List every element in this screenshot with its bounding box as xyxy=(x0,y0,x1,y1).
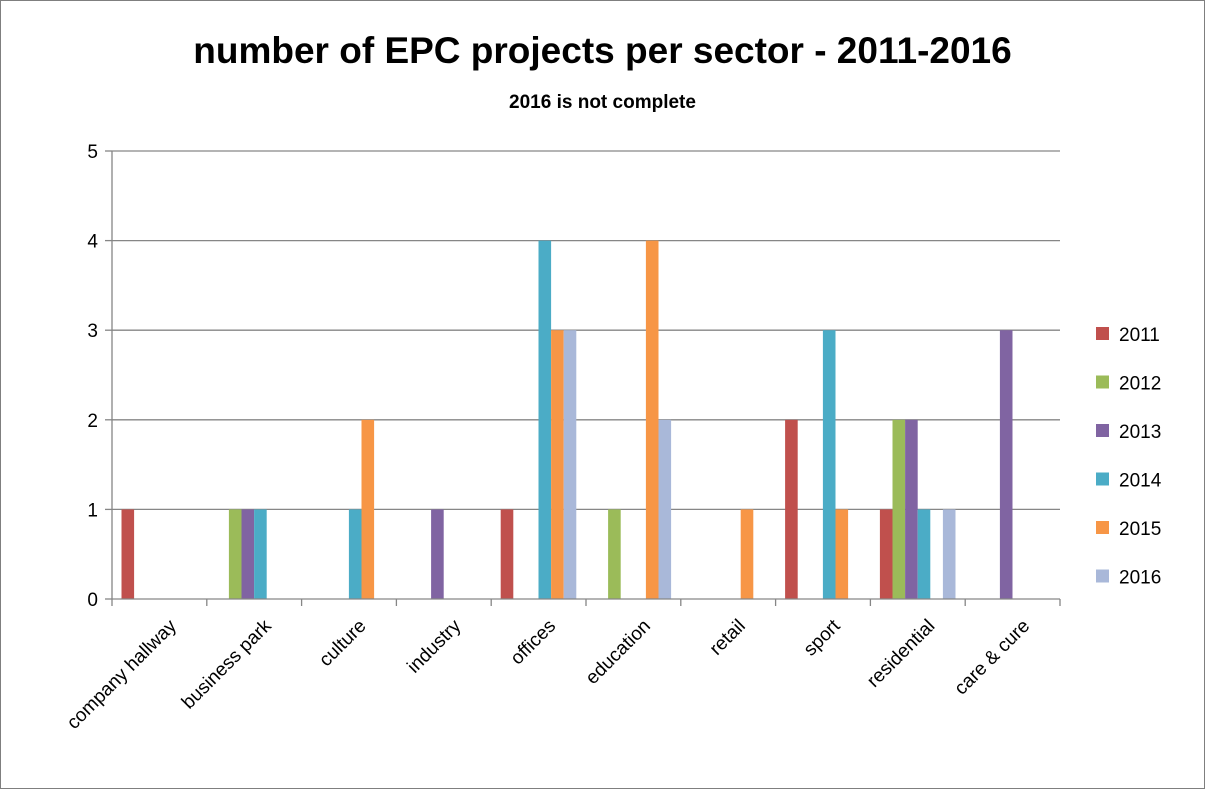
y-tick-label: 3 xyxy=(87,321,98,342)
legend-item-2016: 2016 xyxy=(1096,568,1161,589)
bar-2012-1 xyxy=(228,509,242,599)
x-tick-label: business park xyxy=(178,615,276,713)
bar-2013-8 xyxy=(905,419,918,599)
legend-swatch xyxy=(1096,327,1109,340)
bar-2011-8 xyxy=(879,509,893,599)
y-tick-label: 1 xyxy=(87,500,98,521)
legend: 2011 2012 2013 2014 2015 2016 xyxy=(1096,325,1162,589)
axes xyxy=(111,151,1061,606)
bar-2014-4 xyxy=(538,240,552,599)
legend-label: 2012 xyxy=(1119,374,1161,395)
x-tick-label: company hallway xyxy=(63,615,181,733)
x-tick-label: industry xyxy=(403,615,465,677)
chart-subtitle: 2016 is not complete xyxy=(509,92,696,113)
bar-2015-2 xyxy=(361,419,375,599)
bar-2014-1 xyxy=(254,509,267,599)
x-tick-label: retail xyxy=(706,616,750,660)
legend-label: 2014 xyxy=(1119,471,1162,492)
legend-swatch xyxy=(1096,521,1109,534)
bars xyxy=(121,240,1013,599)
legend-item-2014: 2014 xyxy=(1096,471,1162,492)
bar-2014-8 xyxy=(917,509,931,599)
bar-2014-2 xyxy=(348,509,362,599)
bar-2013-3 xyxy=(431,509,444,599)
legend-item-2011: 2011 xyxy=(1096,325,1160,346)
bar-2012-8 xyxy=(892,419,906,599)
y-tick-label: 5 xyxy=(87,142,98,163)
x-tick-label: sport xyxy=(800,615,845,660)
bar-2011-0 xyxy=(121,509,135,599)
bar-2015-5 xyxy=(645,240,659,599)
legend-label: 2016 xyxy=(1119,568,1161,589)
legend-swatch xyxy=(1096,472,1109,486)
chart-title: number of EPC projects per sector - 2011… xyxy=(193,30,1012,71)
legend-item-2015: 2015 xyxy=(1096,519,1161,540)
x-tick-label: education xyxy=(582,616,655,689)
legend-label: 2015 xyxy=(1119,519,1161,540)
bar-2011-7 xyxy=(785,419,798,599)
bar-2011-4 xyxy=(500,509,514,599)
legend-label: 2011 xyxy=(1119,325,1160,346)
x-tick-label: care & cure xyxy=(951,616,1035,700)
legend-swatch xyxy=(1096,375,1109,389)
bar-2013-1 xyxy=(241,509,255,599)
y-tick-label: 0 xyxy=(87,590,98,611)
legend-item-2012: 2012 xyxy=(1096,374,1161,395)
legend-item-2013: 2013 xyxy=(1096,422,1161,443)
bar-2016-8 xyxy=(942,509,956,599)
y-axis-ticks: 0 1 2 3 4 5 xyxy=(87,142,98,611)
legend-swatch xyxy=(1096,569,1109,583)
legend-label: 2013 xyxy=(1119,422,1161,443)
x-tick-label: culture xyxy=(315,616,370,671)
bar-2016-4 xyxy=(563,330,577,599)
x-tick-label: residential xyxy=(863,616,939,692)
bar-2015-6 xyxy=(740,509,754,599)
bar-2013-9 xyxy=(999,330,1013,599)
y-tick-label: 2 xyxy=(87,411,98,432)
x-tick-label: offices xyxy=(507,616,560,669)
bar-2014-7 xyxy=(822,330,836,599)
bar-2015-4 xyxy=(551,330,564,599)
bar-2015-7 xyxy=(835,509,849,599)
bar-2016-5 xyxy=(658,419,672,599)
legend-swatch xyxy=(1096,424,1109,437)
y-tick-label: 4 xyxy=(87,232,98,253)
bar-2012-5 xyxy=(608,509,621,599)
